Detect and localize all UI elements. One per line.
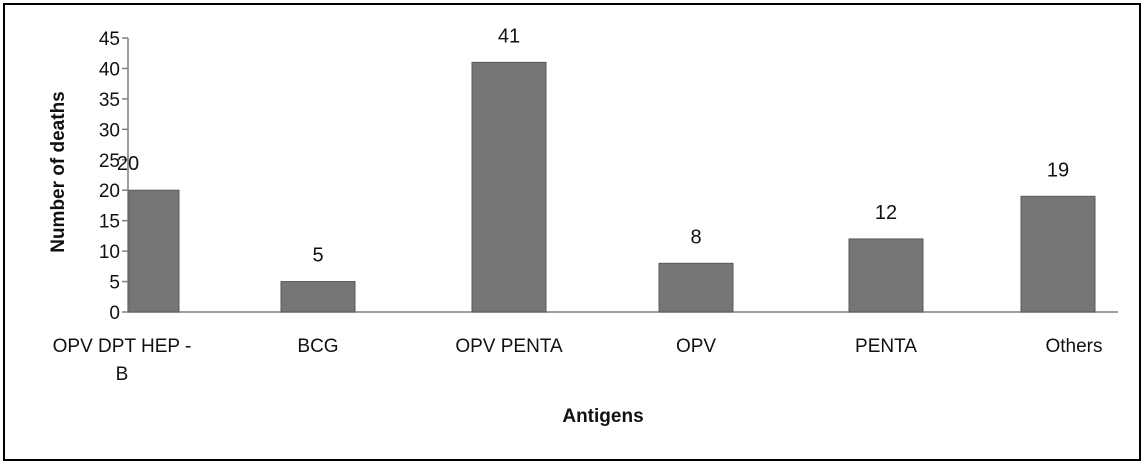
bar xyxy=(280,281,356,313)
bar xyxy=(1020,195,1096,313)
data-label: 5 xyxy=(312,245,323,267)
data-label: 12 xyxy=(875,202,897,224)
category-label: OPV DPT HEP - xyxy=(53,336,192,357)
bar xyxy=(471,61,547,313)
chart-frame xyxy=(3,3,1141,461)
bar xyxy=(848,238,924,313)
y-tick-label: 40 xyxy=(99,59,120,80)
category-label: OPV PENTA xyxy=(455,336,563,357)
y-axis-title: Number of deaths xyxy=(48,91,69,253)
y-tick-label: 10 xyxy=(99,242,120,263)
data-label: 19 xyxy=(1047,159,1069,181)
data-labels: 20 5 41 8 12 19 xyxy=(117,25,1069,266)
category-label: Others xyxy=(1045,336,1102,357)
category-label: OPV xyxy=(676,336,716,357)
data-label: 41 xyxy=(498,25,520,47)
y-tick-label: 35 xyxy=(99,90,120,111)
bar xyxy=(128,189,180,313)
bar xyxy=(658,262,734,313)
y-tick-label: 25 xyxy=(99,151,120,172)
y-tick-label: 5 xyxy=(109,273,120,294)
category-label: PENTA xyxy=(855,336,917,357)
data-label: 20 xyxy=(117,153,139,175)
y-tick-label: 45 xyxy=(99,29,120,50)
y-tick-label: 15 xyxy=(99,212,120,233)
data-label: 8 xyxy=(690,226,701,248)
x-axis-title: Antigens xyxy=(562,406,643,427)
category-labels: OPV DPT HEP - B BCG OPV PENTA OPV PENTA Others xyxy=(53,336,1103,385)
category-label: BCG xyxy=(297,336,338,357)
y-tick-label: 30 xyxy=(99,120,120,141)
y-tick-label: 20 xyxy=(99,181,120,202)
bars xyxy=(128,61,1096,313)
category-label: B xyxy=(116,364,129,385)
y-tick-label: 0 xyxy=(109,303,120,324)
